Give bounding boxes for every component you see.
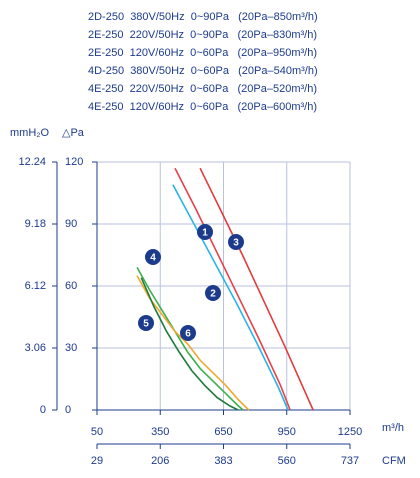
series-line — [199, 167, 314, 411]
header-line: 2D-250 380V/50Hz 0~90Pa (20Pa–850m³/h) — [88, 11, 318, 23]
x2-tick-label: 560 — [278, 455, 296, 467]
x-tick-label: 50 — [91, 426, 103, 438]
y2-tick-label: 9.18 — [25, 218, 46, 230]
series-line — [174, 167, 291, 411]
series-line — [136, 275, 250, 411]
x2-tick-label: 29 — [91, 455, 103, 467]
header-line: 2E-250 120V/60Hz 0~60Pa (20Pa–950m³/h) — [88, 47, 317, 59]
y2-tick-label: 3.06 — [25, 342, 46, 354]
series-label: 1 — [202, 228, 208, 239]
series-badge — [180, 325, 196, 341]
series-badge — [145, 249, 161, 265]
y-tick-label: 30 — [65, 342, 77, 354]
series-line — [136, 267, 244, 411]
series-badge — [197, 224, 213, 240]
y2-axis-label: mmH₂O — [10, 127, 50, 139]
x-axis-label: m³/h — [382, 422, 404, 434]
series-label: 3 — [233, 238, 239, 249]
series-label: 5 — [143, 319, 149, 330]
x-tick-label: 350 — [151, 426, 169, 438]
x-tick-label: 650 — [214, 426, 232, 438]
y-tick-label: 120 — [65, 156, 83, 168]
header-line: 4E-250 220V/50Hz 0~60Pa (20Pa–520m³/h) — [88, 83, 317, 95]
y2-tick-label: 6.12 — [25, 280, 46, 292]
x2-tick-label: 383 — [214, 455, 232, 467]
x2-tick-label: 206 — [151, 455, 169, 467]
series-line — [172, 184, 289, 411]
y-tick-label: 90 — [65, 218, 77, 230]
series-line — [140, 277, 239, 411]
x-tick-label: 950 — [278, 426, 296, 438]
y2-tick-label: 12.24 — [18, 156, 46, 168]
series-badge — [205, 285, 221, 301]
x2-tick-label: 737 — [341, 455, 359, 467]
series-badge — [138, 315, 154, 331]
series-badge — [228, 234, 244, 250]
y2-tick-label: 0 — [40, 404, 46, 416]
header-line: 2E-250 220V/50Hz 0~90Pa (20Pa–830m³/h) — [88, 29, 317, 41]
x2-axis-label: CFM — [382, 455, 406, 467]
series-label: 6 — [185, 329, 191, 340]
y-tick-label: 60 — [65, 280, 77, 292]
series-label: 4 — [150, 253, 156, 264]
series-label: 2 — [210, 289, 216, 300]
y-tick-label: 0 — [65, 404, 71, 416]
header: 2D-250 380V/50Hz 0~90Pa (20Pa–850m³/h) 2E… — [88, 11, 318, 113]
header-line: 4E-250 120V/60Hz 0~60Pa (20Pa–600m³/h) — [88, 101, 317, 113]
header-line: 4D-250 380V/50Hz 0~60Pa (20Pa–540m³/h) — [88, 65, 318, 77]
y-axis-label: △Pa — [62, 127, 85, 139]
x-tick-label: 1250 — [338, 426, 362, 438]
